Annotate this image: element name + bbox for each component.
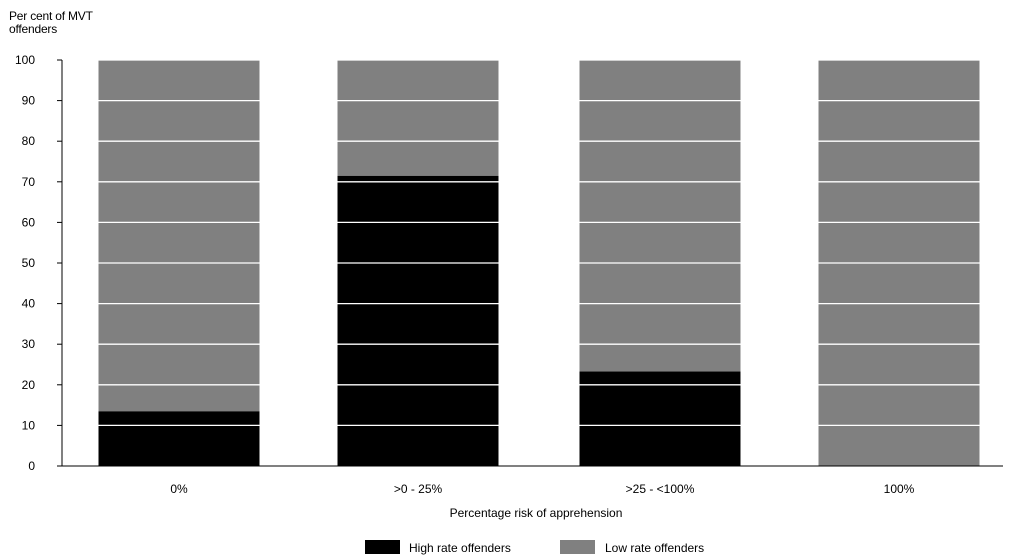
y-tick-label-100: 100 (15, 53, 35, 67)
y-tick-label-80: 80 (22, 134, 36, 148)
x-axis-title: Percentage risk of apprehension (450, 506, 623, 520)
bar-segment-high-2 (579, 371, 741, 466)
x-tick-label-3: 100% (884, 482, 915, 496)
y-tick-label-30: 30 (22, 337, 36, 351)
legend-swatch-high (365, 540, 400, 554)
legend-label-low: Low rate offenders (605, 541, 704, 555)
legend-swatch-low (560, 540, 595, 554)
y-tick-label-10: 10 (22, 418, 36, 432)
legend-label-high: High rate offenders (409, 541, 511, 555)
x-tick-label-0: 0% (170, 482, 188, 496)
x-tick-label-1: >0 - 25% (394, 482, 443, 496)
y-axis-label-line-2: offenders (9, 22, 58, 36)
bar-segment-low-2 (579, 60, 741, 372)
y-tick-label-60: 60 (22, 215, 36, 229)
bar-segment-low-0 (98, 60, 260, 412)
bar-segment-high-1 (337, 175, 499, 466)
y-axis-label-line-1: Per cent of MVT (9, 9, 93, 23)
y-tick-label-20: 20 (22, 378, 36, 392)
bar-segment-high-0 (98, 411, 260, 466)
y-tick-label-0: 0 (28, 459, 35, 473)
y-tick-label-50: 50 (22, 256, 36, 270)
x-tick-label-2: >25 - <100% (626, 482, 695, 496)
y-tick-label-90: 90 (22, 94, 36, 108)
y-tick-label-40: 40 (22, 297, 36, 311)
y-tick-label-70: 70 (22, 175, 36, 189)
bar-segment-low-1 (337, 60, 499, 176)
